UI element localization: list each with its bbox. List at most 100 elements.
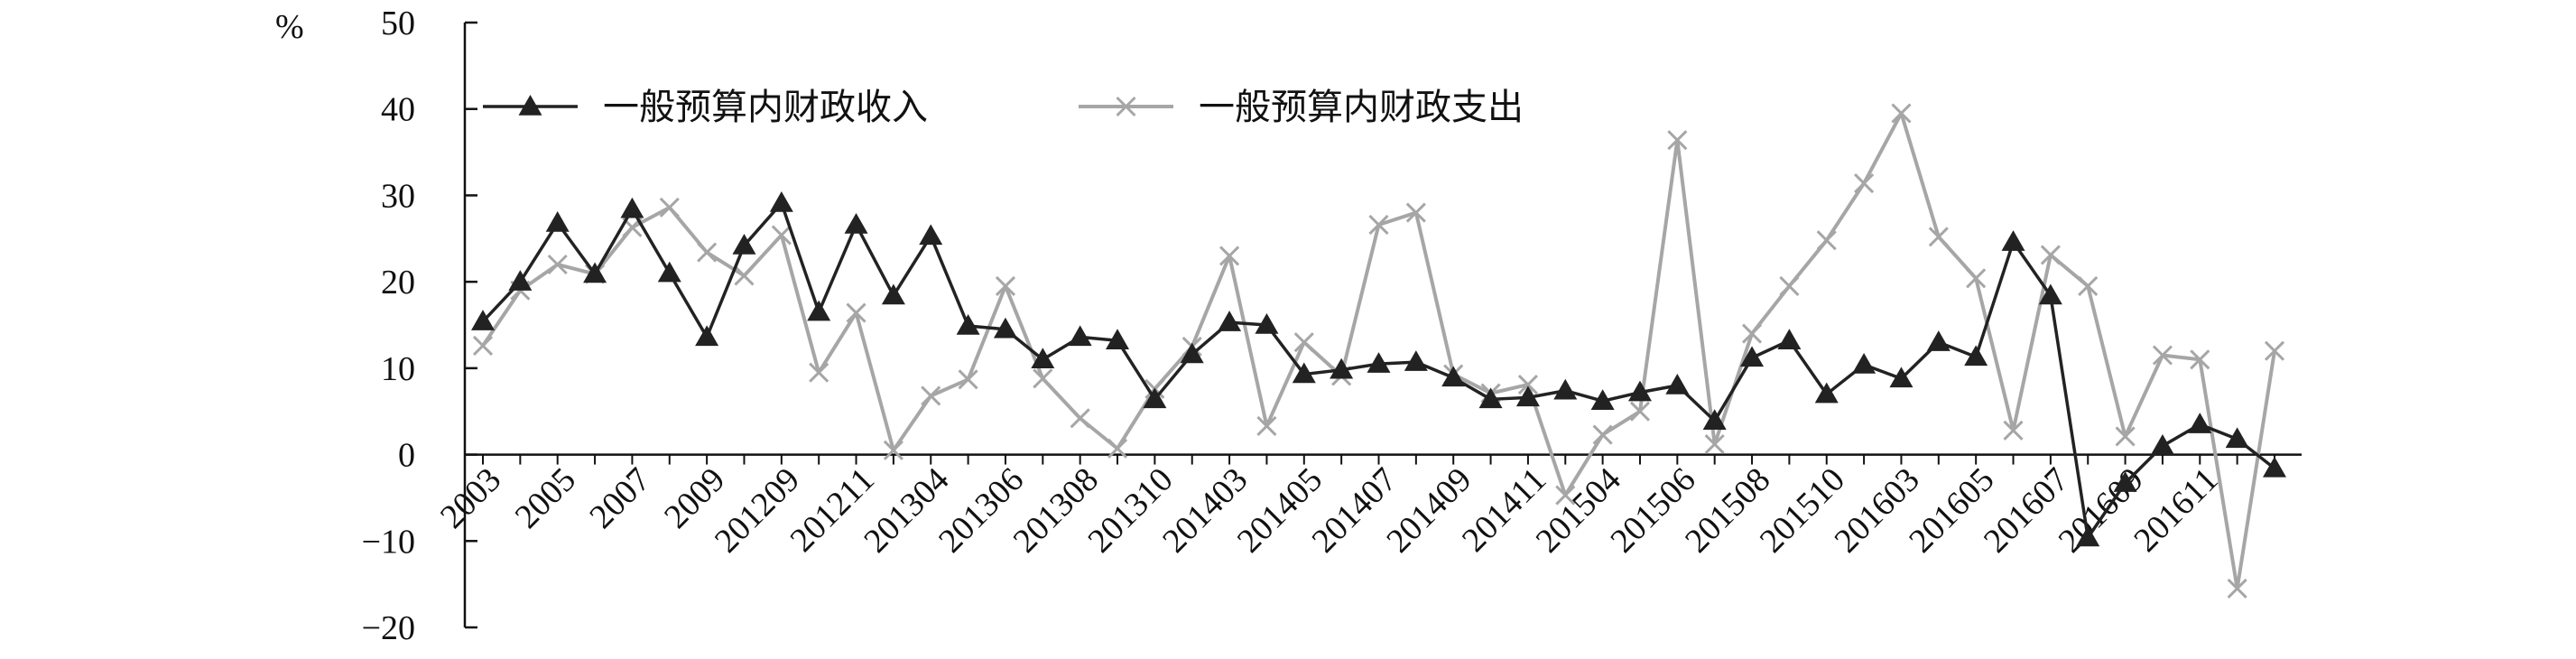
data-point xyxy=(1070,408,1090,429)
y-tick-label: 30 xyxy=(381,177,415,215)
legend-item: 一般预算内财政支出 xyxy=(1079,87,1524,128)
x-tick-label: 201308 xyxy=(1006,460,1106,560)
data-point xyxy=(1256,415,1277,437)
y-tick-label: 50 xyxy=(381,5,415,42)
marker-stroke xyxy=(734,265,755,286)
data-point xyxy=(1740,346,1765,367)
x-tick-label: 201603 xyxy=(1828,460,1927,560)
marker-stroke xyxy=(958,369,978,390)
data-point xyxy=(547,254,568,275)
marker-stroke xyxy=(1854,172,1875,194)
data-point xyxy=(1779,275,1800,296)
data-point xyxy=(2190,349,2210,370)
marker-stroke xyxy=(2003,420,2024,441)
data-point xyxy=(472,335,494,357)
x-tick-label: 201609 xyxy=(2052,460,2151,560)
marker-stroke xyxy=(883,440,903,460)
data-point xyxy=(2078,275,2099,296)
marker-stroke xyxy=(1891,103,1912,124)
marker-stroke xyxy=(2115,426,2136,447)
marker-stroke xyxy=(809,362,829,383)
y-tick-label: −10 xyxy=(362,523,415,561)
data-point xyxy=(697,242,718,263)
x-tick-label: 201508 xyxy=(1678,460,1777,560)
x-tick-label: 2003 xyxy=(433,460,508,535)
marker-stroke xyxy=(1592,424,1613,445)
marker-stroke xyxy=(2152,345,2173,366)
data-point xyxy=(2040,245,2061,265)
data-point xyxy=(1330,357,1354,379)
data-point xyxy=(2150,434,2174,455)
x-tick-label: 201605 xyxy=(1902,460,2001,560)
data-point xyxy=(1926,330,1951,351)
data-point xyxy=(1741,323,1763,344)
data-point xyxy=(508,270,533,291)
data-point xyxy=(1368,214,1389,236)
data-point xyxy=(1219,246,1240,266)
marker-stroke xyxy=(1629,401,1651,422)
data-point xyxy=(2263,456,2286,478)
marker-stroke xyxy=(1256,415,1277,437)
marker-stroke xyxy=(1368,214,1389,236)
data-point xyxy=(1665,374,1690,394)
marker-stroke xyxy=(1667,130,1688,151)
data-point xyxy=(771,225,792,246)
data-point xyxy=(807,300,831,321)
data-point xyxy=(844,212,868,234)
marker-stroke xyxy=(1966,268,1987,289)
marker-stroke xyxy=(1107,438,1128,459)
data-point xyxy=(2003,420,2024,441)
data-point xyxy=(1293,332,1314,353)
legend-item: 一般预算内财政收入 xyxy=(483,87,928,128)
legend-marker xyxy=(518,95,542,116)
y-tick-label: 10 xyxy=(381,350,415,388)
marker-stroke xyxy=(697,242,718,263)
data-point xyxy=(1852,353,1876,374)
x-tick-label: 201306 xyxy=(931,460,1031,560)
x-tick-label: 2007 xyxy=(582,460,657,535)
y-tick-label: −20 xyxy=(362,609,415,647)
marker-stroke xyxy=(1219,246,1240,266)
data-point xyxy=(881,283,905,305)
data-point xyxy=(583,262,607,283)
legend-label: 一般预算内财政收入 xyxy=(603,87,928,128)
data-point xyxy=(809,362,829,383)
data-point xyxy=(1629,401,1651,422)
legend-marker xyxy=(1116,96,1136,117)
marker-stroke xyxy=(1779,275,1800,296)
marker-stroke xyxy=(846,302,866,323)
data-point xyxy=(1367,352,1391,373)
data-point xyxy=(1255,313,1279,334)
x-tick-label: 201611 xyxy=(2127,460,2225,559)
x-tick-label: 201407 xyxy=(1305,460,1404,560)
data-point xyxy=(1592,424,1613,445)
data-point xyxy=(1590,389,1615,410)
marker-stroke xyxy=(1741,323,1763,344)
marker-stroke xyxy=(2078,275,2099,296)
x-tick-label: 201209 xyxy=(708,460,807,560)
x-tick-label: 201607 xyxy=(1977,460,2076,560)
data-point xyxy=(1667,130,1688,151)
data-point xyxy=(659,197,680,218)
data-point xyxy=(2001,230,2025,251)
x-tick-label: 201405 xyxy=(1230,460,1330,560)
marker-stroke xyxy=(1816,230,1837,251)
data-point xyxy=(657,261,681,283)
marker-stroke xyxy=(771,225,792,246)
legend-label: 一般预算内财政支出 xyxy=(1199,87,1524,128)
data-point xyxy=(1180,342,1204,364)
data-point xyxy=(471,310,495,330)
marker-stroke xyxy=(547,254,568,275)
marker-stroke xyxy=(995,275,1016,296)
data-point xyxy=(2038,283,2062,305)
data-point xyxy=(2115,426,2136,447)
y-tick-label: 0 xyxy=(398,437,415,475)
chart-legend: 一般预算内财政收入 一般预算内财政支出 xyxy=(483,87,1524,128)
data-point xyxy=(1218,311,1242,331)
data-point xyxy=(883,440,903,460)
data-point xyxy=(1816,230,1837,251)
data-point xyxy=(1405,202,1426,223)
marker-stroke xyxy=(659,197,680,218)
marker-stroke xyxy=(1704,434,1725,455)
x-tick-label: 2005 xyxy=(508,460,583,535)
